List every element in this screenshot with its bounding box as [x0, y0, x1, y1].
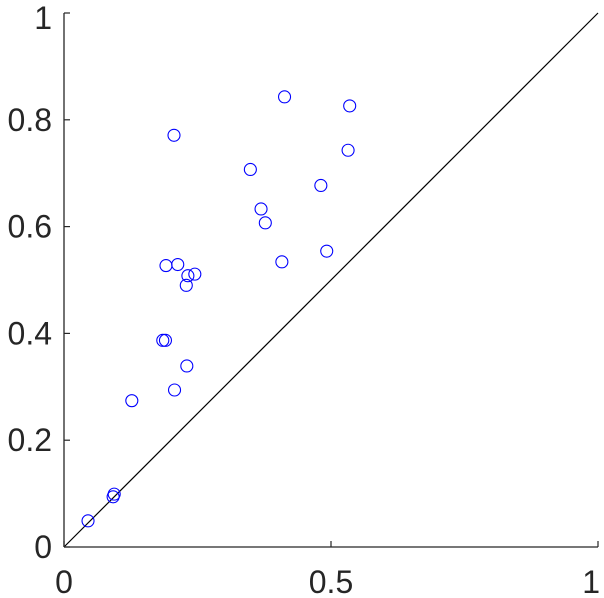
y-tick-label: 0.4 — [8, 315, 52, 351]
data-point — [125, 394, 139, 408]
data-point — [258, 216, 272, 230]
y-tick-label: 0.8 — [8, 102, 52, 138]
reference-line-layer — [63, 12, 599, 548]
data-point — [341, 143, 355, 157]
data-point — [179, 278, 193, 292]
x-tick-label: 1 — [582, 564, 600, 598]
data-point — [277, 90, 292, 104]
y-axis-ticks: 0 0.2 0.4 0.6 0.8 1 — [8, 0, 70, 565]
data-point — [167, 128, 181, 142]
data-point — [343, 99, 357, 113]
data-point — [107, 487, 121, 501]
x-axis-ticks: 0 0.5 1 — [55, 541, 600, 598]
y-tick-label: 0 — [34, 529, 52, 565]
data-point — [180, 359, 194, 373]
data-point — [158, 333, 173, 347]
data-point — [167, 383, 182, 397]
x-tick-label: 0 — [55, 564, 73, 598]
y-tick-label: 1 — [34, 0, 52, 36]
diagonal-reference-line — [63, 12, 599, 548]
data-points — [81, 90, 357, 528]
y-tick-label: 0.6 — [8, 209, 52, 245]
data-point — [243, 162, 257, 177]
data-point — [181, 269, 195, 283]
data-point — [81, 514, 95, 528]
data-point — [171, 257, 185, 272]
data-point — [156, 333, 170, 347]
x-tick-label: 0.5 — [309, 564, 353, 598]
data-point — [188, 267, 202, 281]
y-tick-label: 0.2 — [8, 422, 52, 458]
data-point — [254, 202, 268, 216]
data-point — [275, 255, 289, 269]
data-point — [320, 244, 334, 258]
data-point — [314, 178, 328, 193]
